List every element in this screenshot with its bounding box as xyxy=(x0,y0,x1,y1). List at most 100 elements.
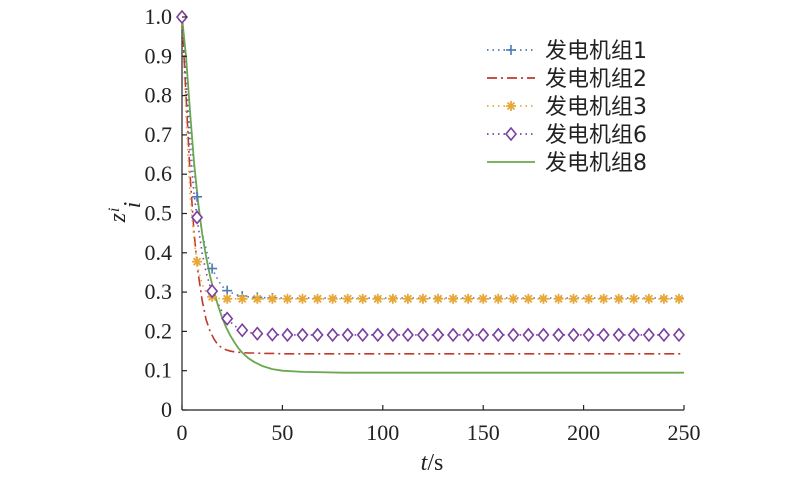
series-marker-4 xyxy=(266,327,279,342)
series-marker-4 xyxy=(206,283,219,299)
legend-label-1: 发电机组1 xyxy=(545,39,647,64)
series-marker-4 xyxy=(416,327,430,343)
series-marker-3 xyxy=(433,293,444,304)
x-tick-label: 200 xyxy=(567,420,600,445)
x-tick-label: 150 xyxy=(467,420,500,445)
y-tick-label: 1.0 xyxy=(145,4,173,29)
series-marker-1 xyxy=(192,191,203,202)
x-axis-title-unit: /s xyxy=(427,450,443,476)
y-tick-label: 0.1 xyxy=(145,358,173,383)
series-marker-4 xyxy=(537,327,550,343)
series-marker-4 xyxy=(401,327,414,343)
series-marker-3 xyxy=(508,293,519,304)
y-tick-label: 0.6 xyxy=(145,161,173,186)
series-marker-4 xyxy=(627,327,640,343)
series-marker-3 xyxy=(312,293,323,304)
series-marker-3 xyxy=(192,256,203,267)
series-marker-4 xyxy=(507,327,520,343)
series-marker-4 xyxy=(612,327,625,343)
series-marker-3 xyxy=(387,293,398,304)
y-axis-title-sub: i xyxy=(106,208,123,212)
legend-label-5: 发电机组8 xyxy=(545,151,647,176)
series-marker-3 xyxy=(417,293,428,304)
series-marker-4 xyxy=(191,210,204,225)
series-marker-4 xyxy=(597,327,610,343)
legend: 发电机组1 发电机组2 发电机组3 发电机组6 发电机组8 xyxy=(487,39,647,176)
x-tick-label: 100 xyxy=(366,420,399,445)
series-marker-3 xyxy=(613,293,624,304)
legend-label-4: 发电机组6 xyxy=(545,123,647,148)
y-tick-label: 0.7 xyxy=(145,122,173,147)
y-tick-label: 0.2 xyxy=(145,318,173,343)
series-marker-4 xyxy=(281,327,294,343)
y-tick-label: 0.9 xyxy=(145,43,173,68)
series-marker-4 xyxy=(341,327,354,343)
series-marker-4 xyxy=(642,327,655,343)
y-tick-label: 0.8 xyxy=(145,83,173,108)
series-marker-4 xyxy=(311,327,324,343)
series-marker-3 xyxy=(372,293,383,304)
y-tick-label: 0.3 xyxy=(145,279,173,304)
series-marker-4 xyxy=(221,311,234,326)
axes xyxy=(181,13,684,411)
y-tick-label: 0.5 xyxy=(145,201,173,226)
series-marker-3 xyxy=(357,293,368,304)
series-marker-3 xyxy=(448,293,459,304)
series-marker-3 xyxy=(282,293,293,304)
series-marker-3 xyxy=(568,293,579,304)
svg-text:zi: zi xyxy=(105,208,131,224)
series-markers xyxy=(175,9,686,343)
y-axis-title-sup: i xyxy=(120,202,146,209)
y-axis-title: zi i xyxy=(105,202,146,224)
series-marker-4 xyxy=(251,326,264,341)
series-marker-3 xyxy=(583,293,594,304)
legend-marker-1 xyxy=(506,45,516,55)
series-marker-4 xyxy=(447,327,460,343)
x-axis-ticks: 0 50 100 150 200 250 xyxy=(177,405,701,445)
series-marker-3 xyxy=(628,293,639,304)
series-marker-3 xyxy=(463,293,474,304)
x-axis-title: t/s xyxy=(421,450,444,476)
series-marker-3 xyxy=(297,293,308,304)
series-marker-3 xyxy=(643,293,654,304)
y-tick-label: 0.4 xyxy=(145,240,173,265)
legend-marker-3 xyxy=(506,101,516,111)
series-marker-4 xyxy=(462,327,475,343)
series-marker-3 xyxy=(538,293,549,304)
series-marker-1 xyxy=(207,263,218,274)
series-marker-4 xyxy=(582,327,595,343)
series-marker-3 xyxy=(252,293,263,304)
x-tick-label: 250 xyxy=(668,420,701,445)
series-marker-3 xyxy=(478,293,489,304)
series-marker-4 xyxy=(492,327,505,343)
series-marker-4 xyxy=(672,327,686,343)
y-axis-title-main: z xyxy=(105,212,131,223)
series-marker-3 xyxy=(658,293,669,304)
series-marker-4 xyxy=(477,327,490,343)
series-marker-3 xyxy=(222,293,233,304)
series-marker-3 xyxy=(267,293,278,304)
series-marker-4 xyxy=(356,327,369,343)
legend-label-3: 发电机组3 xyxy=(545,95,647,120)
svg-text:i: i xyxy=(120,202,146,209)
series-marker-3 xyxy=(327,293,338,304)
series-marker-4 xyxy=(567,327,580,343)
series-marker-3 xyxy=(598,293,609,304)
series-marker-4 xyxy=(552,327,565,343)
series-marker-3 xyxy=(402,293,413,304)
series-marker-3 xyxy=(237,293,248,304)
series-marker-3 xyxy=(673,293,684,304)
series-marker-4 xyxy=(522,327,535,343)
y-tick-label: 0 xyxy=(161,397,172,422)
series-marker-3 xyxy=(493,293,504,304)
series-marker-3 xyxy=(523,293,534,304)
y-axis-ticks: 0 0.1 0.2 0.3 0.4 0.5 0.6 0.7 0.8 0.9 1.0 xyxy=(145,4,187,422)
series-marker-3 xyxy=(553,293,564,304)
series-marker-4 xyxy=(371,327,384,343)
legend-label-2: 发电机组2 xyxy=(545,67,647,92)
series-marker-4 xyxy=(236,322,249,338)
series-marker-4 xyxy=(296,327,309,343)
series-marker-3 xyxy=(342,293,353,304)
series-marker-4 xyxy=(386,327,399,343)
